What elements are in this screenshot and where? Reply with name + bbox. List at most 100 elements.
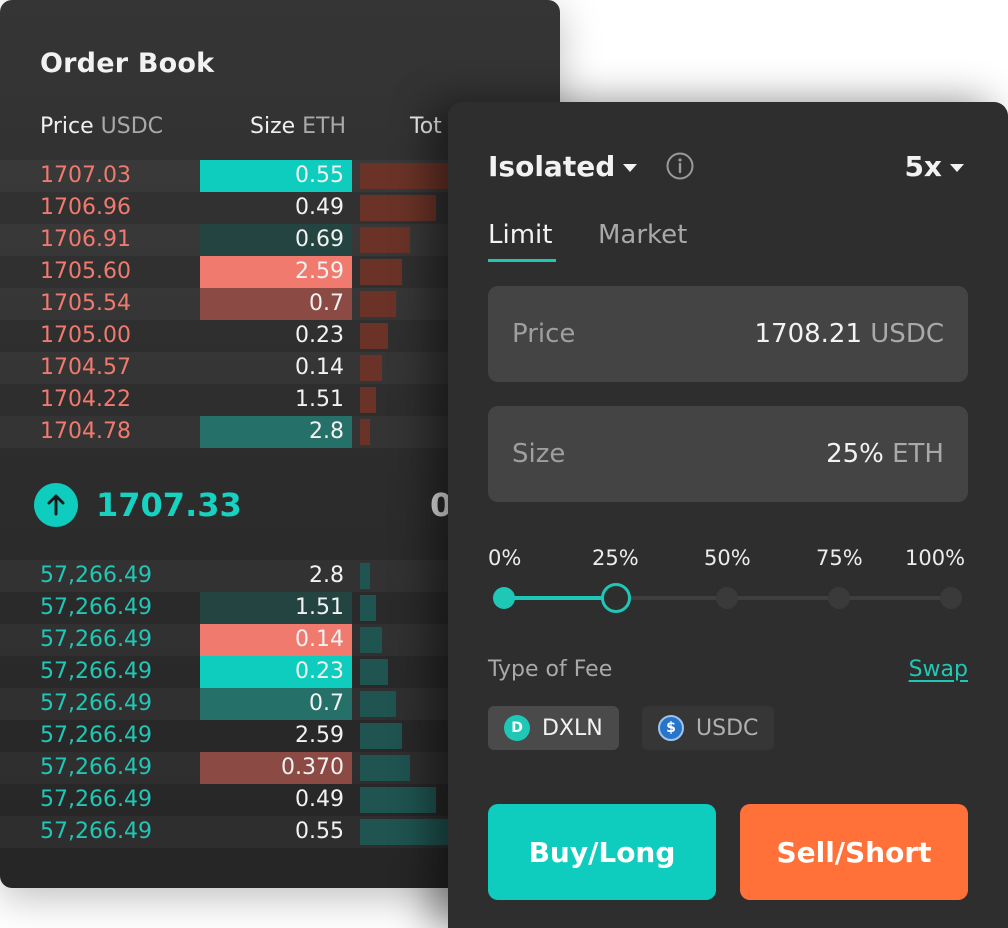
row-price: 57,266.49 (40, 691, 152, 716)
margin-mode-label: Isolated (488, 150, 616, 183)
depth-bar (360, 195, 436, 221)
slider-stop-label[interactable]: 50% (704, 546, 751, 570)
row-size: 0.370 (281, 755, 344, 780)
size-field-value[interactable]: 25% ETH (826, 406, 944, 502)
sell-short-button[interactable]: Sell/Short (740, 804, 968, 900)
swap-link[interactable]: Swap (908, 657, 968, 682)
bid-row[interactable]: 57,266.49 0.7 (0, 688, 560, 720)
size-header-unit: ETH (302, 114, 347, 139)
depth-bar (360, 227, 410, 253)
price-field-value[interactable]: 1708.21 USDC (754, 286, 944, 382)
chevron-down-icon (950, 164, 964, 172)
size-slider-thumb[interactable] (601, 583, 631, 613)
row-price: 1704.57 (40, 355, 131, 380)
bid-row[interactable]: 57,266.49 0.370 (0, 752, 560, 784)
buy-long-button[interactable]: Buy/Long (488, 804, 716, 900)
mid-market-price: 1707.33 (96, 486, 242, 524)
size-highlight (200, 688, 352, 720)
row-price: 57,266.49 (40, 755, 152, 780)
depth-bar (360, 723, 402, 749)
arrow-up-icon (34, 483, 78, 527)
size-highlight (200, 656, 352, 688)
bid-row[interactable]: 57,266.49 0.23 (0, 656, 560, 688)
tab-limit[interactable]: Limit (488, 220, 553, 250)
depth-bar (360, 787, 436, 813)
slider-stop-label[interactable]: 0% (488, 546, 522, 570)
ask-row[interactable]: 1707.03 0.55 (0, 160, 560, 192)
ask-row[interactable]: 1704.57 0.14 (0, 352, 560, 384)
row-size: 2.59 (295, 259, 344, 284)
bid-row[interactable]: 57,266.49 0.55 (0, 816, 560, 848)
depth-bar (360, 627, 382, 653)
depth-bar (360, 163, 455, 189)
row-price: 57,266.49 (40, 627, 152, 652)
row-price: 57,266.49 (40, 595, 152, 620)
ask-row[interactable]: 1705.00 0.23 (0, 320, 560, 352)
depth-bar (360, 355, 382, 381)
row-size: 0.7 (309, 291, 344, 316)
slider-stop-dot[interactable] (493, 587, 515, 609)
info-icon[interactable] (666, 152, 694, 180)
row-price: 57,266.49 (40, 659, 152, 684)
slider-stop-dot[interactable] (940, 587, 962, 609)
leverage-dropdown[interactable]: 5x (904, 150, 964, 183)
row-price: 57,266.49 (40, 819, 152, 844)
price-column-header[interactable]: Price USDC (40, 114, 163, 139)
row-price: 57,266.49 (40, 563, 152, 588)
size-highlight (200, 416, 352, 448)
ask-row[interactable]: 1706.91 0.69 (0, 224, 560, 256)
size-highlight (200, 224, 352, 256)
order-book-title: Order Book (40, 48, 215, 79)
row-price: 1705.54 (40, 291, 131, 316)
depth-bar (360, 819, 455, 845)
row-size: 0.23 (295, 323, 344, 348)
depth-bar (360, 595, 376, 621)
depth-bar (360, 387, 376, 413)
fee-option-dxln[interactable]: D DXLN (488, 706, 619, 750)
row-size: 0.55 (295, 163, 344, 188)
bid-row[interactable]: 57,266.49 2.59 (0, 720, 560, 752)
slider-stop-label[interactable]: 100% (905, 546, 966, 570)
slider-stop-label[interactable]: 75% (816, 546, 863, 570)
row-size: 2.8 (309, 563, 344, 588)
ask-row[interactable]: 1705.54 0.7 (0, 288, 560, 320)
row-size: 1.51 (295, 595, 344, 620)
bid-row[interactable]: 57,266.49 0.49 (0, 784, 560, 816)
fee-type-label: Type of Fee (488, 657, 613, 682)
total-column-header[interactable]: Tot (410, 114, 442, 139)
usdc-icon: $ (658, 715, 684, 741)
slider-stop-dot[interactable] (828, 587, 850, 609)
price-input-value[interactable]: 1708.21 (754, 319, 863, 349)
row-size: 0.23 (295, 659, 344, 684)
ask-row[interactable]: 1706.96 0.49 (0, 192, 560, 224)
bid-row[interactable]: 57,266.49 0.14 (0, 624, 560, 656)
depth-bar (360, 419, 370, 445)
tab-market[interactable]: Market (598, 220, 688, 250)
margin-mode-dropdown[interactable]: Isolated (488, 150, 638, 183)
size-slider-fill (504, 596, 616, 600)
active-tab-indicator (488, 259, 556, 262)
size-highlight (200, 752, 352, 784)
size-highlight (200, 624, 352, 656)
mid-market-spread: 0 (430, 486, 453, 524)
ask-row[interactable]: 1705.60 2.59 (0, 256, 560, 288)
row-size: 2.8 (309, 419, 344, 444)
ask-row[interactable]: 1704.22 1.51 (0, 384, 560, 416)
bid-row[interactable]: 57,266.49 1.51 (0, 592, 560, 624)
ask-row[interactable]: 1704.78 2.8 (0, 416, 560, 448)
bid-row[interactable]: 57,266.49 2.8 (0, 560, 560, 592)
fee-option-usdc[interactable]: $ USDC (642, 706, 775, 750)
size-highlight (200, 160, 352, 192)
size-column-header[interactable]: Size ETH (250, 114, 346, 139)
leverage-label: 5x (904, 150, 942, 183)
slider-stop-dot[interactable] (716, 587, 738, 609)
price-field[interactable]: Price 1708.21 USDC (488, 286, 968, 382)
depth-bar (360, 291, 396, 317)
row-price: 57,266.49 (40, 787, 152, 812)
row-size: 0.49 (295, 787, 344, 812)
size-field[interactable]: Size 25% ETH (488, 406, 968, 502)
row-price: 1704.22 (40, 387, 131, 412)
size-input-value[interactable]: 25% (826, 439, 884, 469)
row-size: 1.51 (295, 387, 344, 412)
slider-stop-label[interactable]: 25% (592, 546, 639, 570)
